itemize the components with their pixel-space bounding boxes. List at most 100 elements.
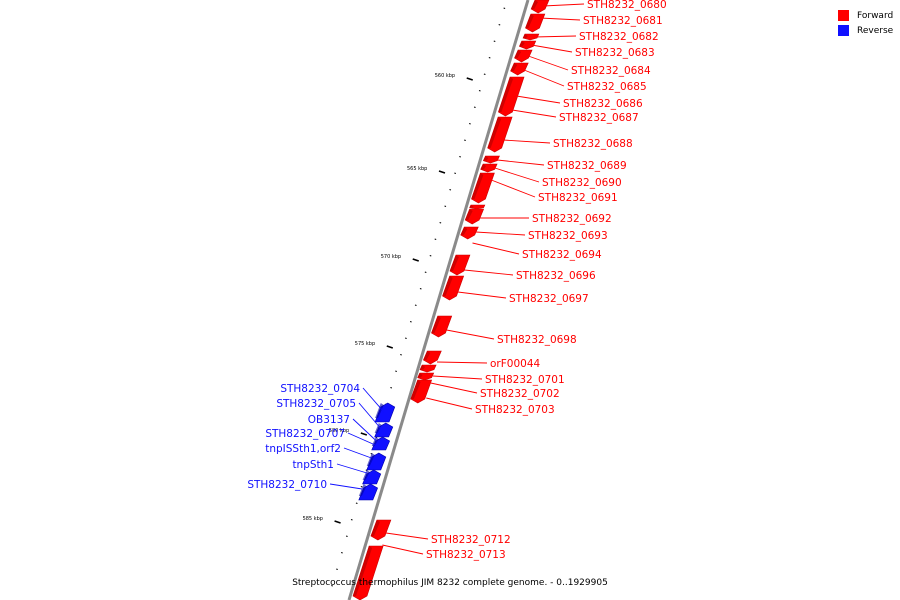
minor-tick <box>419 288 422 290</box>
leader-line <box>523 69 565 87</box>
gene-label: STH8232_0689 <box>547 160 627 172</box>
leader-line <box>464 269 514 276</box>
gene-arrow-shade <box>487 117 502 148</box>
major-tick <box>412 258 419 262</box>
leader-line <box>446 329 495 340</box>
major-tick <box>466 77 473 81</box>
major-ticks: 560 kbp 565 kbp 570 kbp 575 kbp 580 kbp 585 k… <box>303 73 473 524</box>
minor-tick <box>395 370 397 372</box>
major-tick <box>386 345 394 349</box>
gene-arrow-shade <box>523 34 528 38</box>
gene-arrow-shade <box>469 205 474 208</box>
gene-label: STH8232_0687 <box>559 112 639 124</box>
gene-label: STH8232_0693 <box>528 230 608 242</box>
tick-label: 570 kbp <box>381 254 401 260</box>
gene-arrow-shade <box>480 164 487 170</box>
forward-swatch <box>838 10 849 21</box>
major-tick <box>360 432 368 436</box>
minor-tick <box>414 304 417 306</box>
legend-forward: Forward <box>838 8 893 23</box>
gene-label: STH8232_0690 <box>542 177 622 189</box>
leader-line <box>528 55 569 71</box>
tick-label: 580 kbp <box>329 428 349 434</box>
gene-label: tnpSth1 <box>292 459 334 471</box>
gene-arrow-shade <box>374 423 382 433</box>
gene-label: STH8232_0712 <box>431 534 511 546</box>
gene-arrow-shade <box>375 403 384 418</box>
leader-line <box>472 242 520 255</box>
minor-tick <box>390 387 393 389</box>
minor-tick <box>473 106 476 108</box>
minor-tick <box>400 354 402 356</box>
gene-arrow-shade <box>483 156 489 161</box>
tick-label: 585 kbp <box>303 516 323 522</box>
gene-label: OB3137 <box>308 414 350 426</box>
gene-label: STH8232_0707 <box>265 428 345 440</box>
gene-arrow-shade <box>431 316 441 333</box>
gene-label: STH8232_0705 <box>276 398 356 410</box>
minor-tick <box>336 568 338 570</box>
gene-arrow-shade <box>531 0 538 9</box>
gene-label: STH8232_0686 <box>563 98 643 110</box>
tick-label: 575 kbp <box>355 341 375 347</box>
label-leaders <box>329 3 585 555</box>
gene-arrow-shade <box>362 470 370 480</box>
minor-tick <box>434 238 437 240</box>
gene-label: STH8232_0683 <box>575 47 655 59</box>
leader-line <box>352 418 377 442</box>
minor-tick <box>350 519 353 521</box>
leader-line <box>533 35 577 38</box>
leader-line <box>385 532 429 540</box>
gene-label: STH8232_0681 <box>583 15 663 27</box>
gene-arrow-shade <box>417 373 423 378</box>
gene-labels: STH8232_0680 STH8232_0681 STH8232_0682 STH8… <box>247 0 666 561</box>
minor-tick <box>444 205 447 207</box>
leader-line <box>512 109 557 118</box>
genome-axis <box>347 0 530 600</box>
major-tick <box>438 170 446 174</box>
leader-line <box>436 361 488 364</box>
minor-tick <box>360 486 363 488</box>
minor-tick <box>459 156 461 158</box>
gene-label: STH8232_0692 <box>532 213 612 225</box>
leader-line <box>336 463 368 474</box>
gene-label: STH8232_0713 <box>426 549 506 561</box>
leader-line <box>457 291 507 299</box>
leader-line <box>358 402 381 429</box>
legend-reverse: Reverse <box>838 23 893 38</box>
minor-tick <box>503 7 506 9</box>
gene-arrow <box>469 204 486 210</box>
minor-tick <box>488 57 491 59</box>
leader-line <box>475 231 526 236</box>
legend-reverse-label: Reverse <box>857 25 894 36</box>
minor-tick <box>464 139 466 141</box>
leader-line <box>329 483 363 490</box>
gene-arrow-shade <box>460 227 468 235</box>
leader-line <box>497 159 545 166</box>
leader-line <box>382 544 424 555</box>
gene-arrow-shade <box>514 50 522 58</box>
leader-line <box>516 95 561 104</box>
gene-label: STH8232_0691 <box>538 192 618 204</box>
gene-arrow-shade <box>366 453 375 466</box>
leader-line <box>543 3 585 7</box>
gene-label: STH8232_0694 <box>522 249 602 261</box>
legend: Forward Reverse <box>838 8 893 38</box>
leader-line <box>426 397 473 410</box>
gene-arrow-shade <box>423 351 431 360</box>
minor-tick <box>493 40 496 42</box>
minor-tick <box>405 337 407 339</box>
leader-line <box>531 44 573 53</box>
gene-arrow-shade <box>442 276 453 296</box>
minor-tick <box>478 90 481 92</box>
gene-arrow-shade <box>465 209 473 220</box>
gene-arrow-shade <box>449 255 459 271</box>
gene-label: STH8232_0696 <box>516 270 596 282</box>
legend-forward-label: Forward <box>857 10 894 21</box>
leader-line <box>539 17 581 21</box>
minor-tick <box>345 535 348 537</box>
gene-label: STH8232_0701 <box>485 374 565 386</box>
minor-tick <box>483 73 486 75</box>
leader-line <box>343 447 372 459</box>
minor-tick <box>498 24 501 26</box>
